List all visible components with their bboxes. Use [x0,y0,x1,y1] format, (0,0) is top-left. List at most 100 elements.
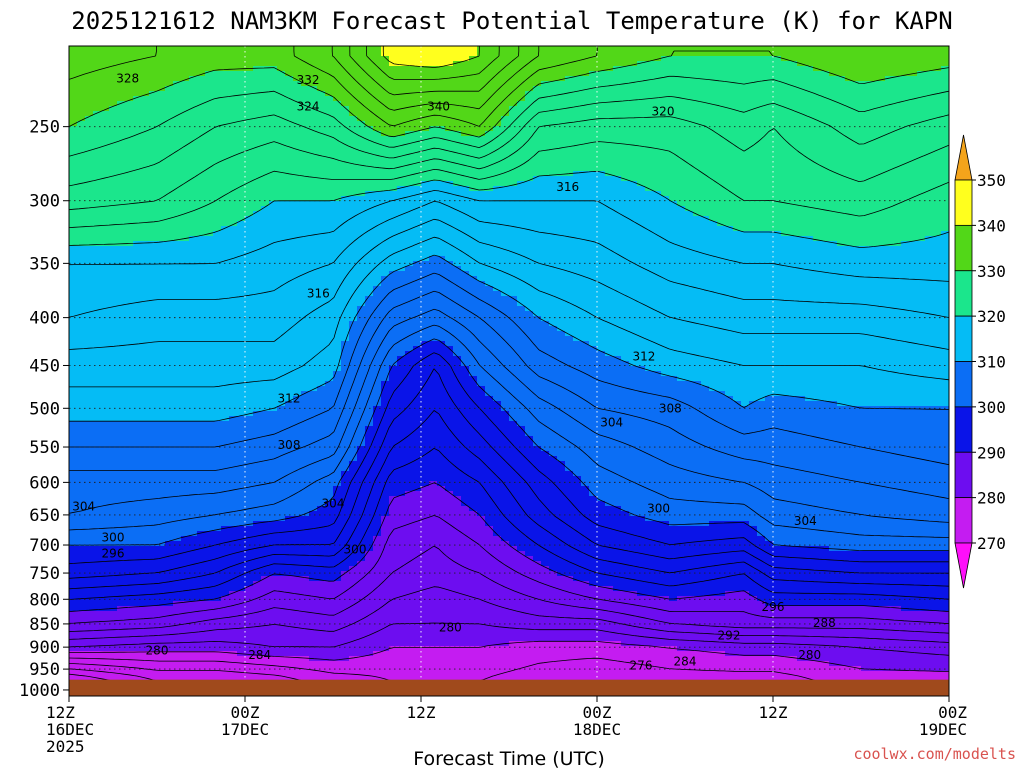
fill-cell [341,241,350,247]
fill-cell [229,561,238,567]
fill-cell [253,106,262,112]
fill-cell [125,571,134,577]
fill-cell [285,596,294,602]
fill-cell [301,521,310,527]
fill-cell [109,491,118,497]
fill-cell [133,206,142,212]
fill-cell [189,621,198,627]
fill-cell [277,641,286,647]
fill-cell [173,286,182,292]
fill-cell [325,186,334,192]
fill-cell [229,521,238,527]
fill-cell [301,341,310,347]
fill-cell [237,146,246,152]
fill-cell [301,476,310,482]
fill-cell [189,236,198,242]
fill-cell [261,361,270,367]
fill-cell [141,416,150,422]
fill-cell [85,371,94,377]
fill-cell [149,301,158,307]
fill-cell [69,186,78,192]
fill-cell [117,361,126,367]
fill-cell [133,136,142,142]
fill-cell [77,261,86,267]
fill-cell [253,576,262,582]
fill-cell [85,136,94,142]
fill-cell [157,56,166,62]
fill-cell [261,136,270,142]
fill-cell [205,246,214,252]
fill-cell [277,416,286,422]
fill-cell [165,641,174,647]
fill-cell [229,136,238,142]
fill-cell [277,426,286,432]
fill-cell [197,636,206,642]
fill-cell [285,606,294,612]
fill-cell [293,606,302,612]
fill-cell [253,136,262,142]
fill-cell [245,541,254,547]
fill-cell [117,636,126,642]
fill-cell [261,126,270,132]
fill-cell [357,201,366,207]
fill-cell [125,396,134,402]
fill-cell [189,256,198,262]
fill-cell [229,231,238,237]
fill-cell [77,51,86,57]
fill-cell [269,341,278,347]
fill-cell [213,366,222,372]
fill-cell [317,416,326,422]
fill-cell [261,71,270,77]
fill-cell [101,246,110,252]
fill-cell [229,226,238,232]
fill-cell [325,606,334,612]
fill-cell [173,581,182,587]
fill-cell [349,441,358,447]
fill-cell [85,326,94,332]
fill-cell [101,461,110,467]
fill-cell [181,311,190,317]
fill-cell [253,351,262,357]
fill-cell [365,86,374,92]
fill-cell [205,241,214,247]
fill-cell [101,141,110,147]
fill-cell [133,241,142,247]
fill-cell [285,336,294,342]
fill-cell [117,81,126,87]
fill-cell [181,601,190,607]
fill-cell [309,516,318,522]
fill-cell [213,426,222,432]
fill-cell [141,181,150,187]
fill-cell [293,221,302,227]
fill-cell [165,111,174,117]
fill-cell [341,116,350,122]
fill-cell [341,351,350,357]
fill-cell [181,116,190,122]
fill-cell [213,126,222,132]
fill-cell [117,476,126,482]
fill-cell [125,246,134,252]
fill-cell [301,51,310,57]
fill-cell [133,61,142,67]
fill-cell [253,191,262,197]
fill-cell [157,556,166,562]
fill-cell [349,151,358,157]
fill-cell [125,541,134,547]
fill-cell [109,151,118,157]
fill-cell [357,116,366,122]
fill-cell [141,556,150,562]
fill-cell [261,676,270,682]
fill-cell [285,441,294,447]
fill-cell [109,171,118,177]
fill-cell [77,116,86,122]
fill-cell [309,606,318,612]
fill-cell [373,166,382,172]
fill-cell [277,291,286,297]
fill-cell [101,266,110,272]
fill-cell [189,296,198,302]
fill-cell [189,241,198,247]
fill-cell [157,431,166,437]
fill-cell [333,441,342,447]
fill-cell [341,296,350,302]
fill-cell [293,166,302,172]
